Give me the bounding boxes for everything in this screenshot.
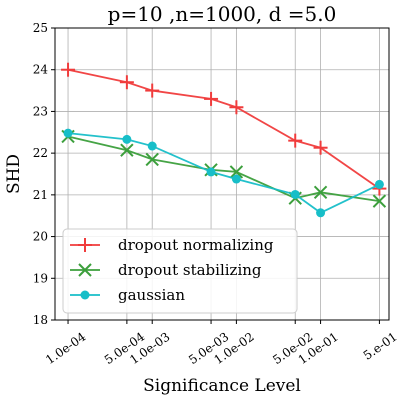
data-point bbox=[316, 208, 326, 218]
y-tick-label: 20 bbox=[33, 230, 48, 244]
legend-label: dropout stabilizing bbox=[118, 261, 262, 279]
y-tick-label: 21 bbox=[33, 188, 48, 202]
y-tick-label: 19 bbox=[33, 271, 48, 285]
data-point bbox=[229, 165, 244, 179]
y-tick-label: 25 bbox=[33, 21, 48, 35]
data-point bbox=[145, 152, 159, 167]
legend-label: dropout normalizing bbox=[118, 236, 274, 254]
y-tick-label: 18 bbox=[33, 313, 48, 327]
legend-box bbox=[62, 228, 298, 314]
y-axis-label: SHD bbox=[4, 154, 24, 194]
legend-marker bbox=[80, 290, 90, 300]
series-layer bbox=[61, 62, 387, 218]
data-point bbox=[374, 179, 384, 189]
legend-marker bbox=[78, 263, 92, 277]
data-point bbox=[313, 140, 328, 155]
data-point bbox=[147, 141, 157, 151]
legend-entry: dropout stabilizing bbox=[70, 261, 262, 279]
data-point bbox=[231, 174, 241, 184]
data-point bbox=[63, 128, 73, 138]
data-point bbox=[122, 134, 132, 144]
legend-entry: dropout normalizing bbox=[70, 236, 274, 254]
data-point bbox=[372, 194, 387, 208]
y-tick-label: 24 bbox=[33, 63, 49, 77]
plot-frame bbox=[54, 27, 390, 321]
chart-title: p=10 ,n=1000, d =5.0 bbox=[108, 2, 337, 26]
legend-label: gaussian bbox=[118, 286, 185, 304]
x-axis-label: Significance Level bbox=[143, 376, 301, 396]
legend: dropout normalizing dropout stabilizing ga… bbox=[62, 228, 298, 314]
series-line bbox=[67, 68, 380, 190]
data-point bbox=[204, 91, 219, 106]
y-tick-label: 22 bbox=[33, 146, 48, 160]
series-circle bbox=[63, 128, 384, 218]
data-point bbox=[145, 83, 160, 98]
y-tick-label: 23 bbox=[33, 104, 48, 118]
legend-marker bbox=[78, 238, 92, 252]
data-point bbox=[313, 185, 328, 200]
data-point bbox=[120, 143, 134, 157]
data-point bbox=[206, 167, 216, 177]
series-line bbox=[67, 135, 380, 203]
legend-entry: gaussian bbox=[70, 286, 185, 304]
data-point bbox=[119, 75, 134, 90]
data-point bbox=[288, 133, 303, 148]
series-plus bbox=[61, 62, 387, 196]
data-point bbox=[290, 189, 300, 199]
data-point bbox=[229, 100, 244, 115]
data-point bbox=[61, 62, 76, 77]
